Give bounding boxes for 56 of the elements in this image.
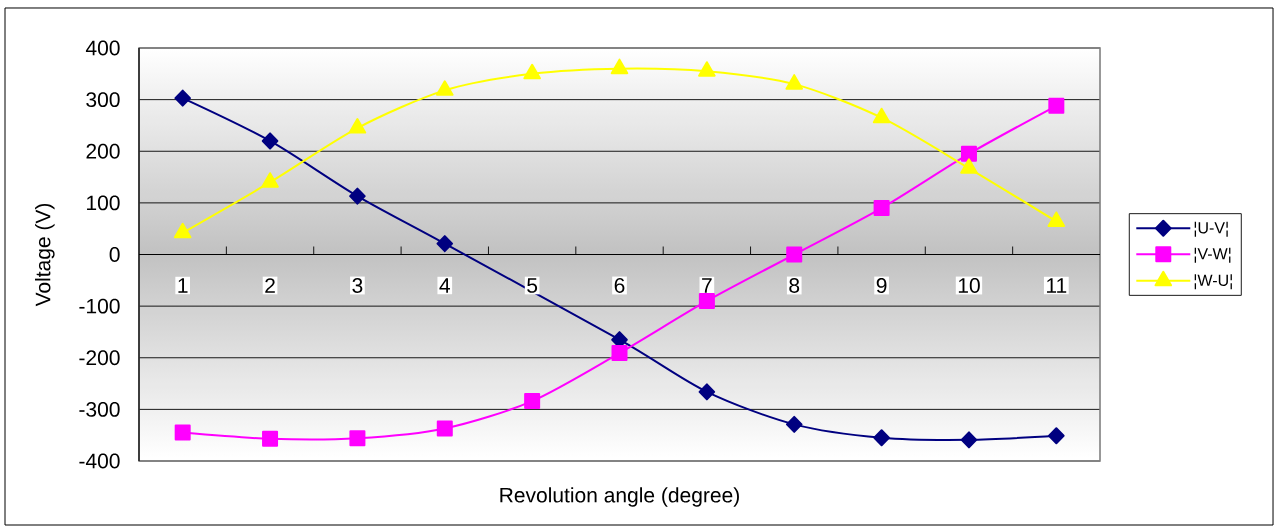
x-tick-label: 7: [702, 278, 712, 293]
y-tick-label: 0: [109, 247, 120, 262]
point: [698, 383, 716, 401]
point: [610, 58, 629, 75]
y-tick-label: 100: [87, 195, 120, 211]
point: [960, 158, 978, 174]
point: [261, 132, 279, 150]
point: [262, 430, 279, 447]
x-tick-label: 1: [178, 278, 188, 293]
y-tick-label: 400: [85, 40, 120, 56]
point: [524, 393, 541, 410]
point: [174, 89, 191, 107]
point: [785, 74, 804, 90]
point: [960, 145, 977, 162]
x-tick-label: 9: [876, 278, 887, 293]
point: [174, 424, 191, 441]
x-tick-label: 5: [527, 278, 538, 293]
y-tick-label: -200: [79, 350, 120, 366]
point: [611, 345, 628, 362]
y-tick-label: -100: [79, 298, 120, 314]
point: [960, 431, 978, 449]
point: [173, 222, 192, 239]
point: [698, 292, 715, 309]
point: [1048, 427, 1065, 445]
point: [261, 172, 279, 188]
x-tick-label: 2: [265, 278, 275, 293]
point: [698, 61, 716, 77]
y-tick-label: -300: [79, 401, 120, 417]
x-tick-label: 4: [439, 278, 450, 293]
y-tick-label: -400: [79, 453, 120, 469]
point: [348, 118, 367, 134]
legend-label: ¦W-U¦: [1194, 274, 1232, 290]
point: [873, 429, 890, 447]
x-tick-label: 3: [352, 278, 363, 293]
point: [785, 415, 803, 433]
point: [873, 200, 890, 217]
point: [1048, 97, 1065, 114]
x-tick-label: 11: [1047, 278, 1067, 293]
legend-label: ¦U-V¦: [1194, 221, 1228, 237]
point: [436, 420, 453, 437]
point: [523, 63, 541, 80]
point: [1047, 211, 1066, 227]
x-tick-label: 6: [614, 278, 625, 293]
y-tick-label: 200: [86, 143, 120, 159]
x-tick-label: 10: [958, 278, 980, 293]
y-tick-label: 300: [86, 92, 120, 108]
point: [786, 246, 803, 263]
x-tick-label: 8: [789, 278, 800, 293]
legend-label: ¦V-W¦: [1194, 247, 1231, 263]
y-axis-title: Voltage (V): [35, 203, 55, 307]
point: [436, 235, 454, 253]
point: [872, 107, 891, 124]
x-axis-title: Revolution angle (degree): [500, 487, 739, 507]
point: [349, 187, 366, 205]
point: [349, 430, 366, 447]
point: [435, 80, 454, 96]
